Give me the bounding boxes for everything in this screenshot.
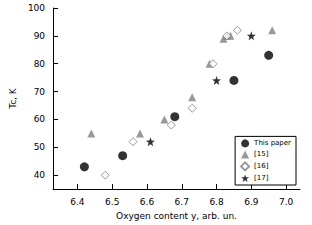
svg-text:[16]: [16]	[254, 162, 269, 170]
svg-text:Oxygen content y, arb. un.: Oxygen content y, arb. un.	[116, 211, 237, 221]
svg-text:70: 70	[34, 87, 46, 97]
svg-text:6.5: 6.5	[105, 197, 119, 207]
svg-text:6.7: 6.7	[175, 197, 189, 207]
svg-text:6.8: 6.8	[209, 197, 224, 207]
svg-text:90: 90	[34, 31, 46, 41]
svg-text:60: 60	[34, 114, 46, 124]
svg-text:40: 40	[34, 170, 46, 180]
svg-text:6.6: 6.6	[140, 197, 155, 207]
svg-text:50: 50	[34, 142, 46, 152]
svg-text:This paper: This paper	[253, 139, 291, 147]
svg-text:100: 100	[28, 3, 45, 13]
svg-text:7.0: 7.0	[279, 197, 294, 207]
svg-text:6.4: 6.4	[70, 197, 85, 207]
svg-text:Tc, K: Tc, K	[8, 87, 18, 110]
svg-text:[15]: [15]	[254, 150, 269, 158]
svg-text:[17]: [17]	[254, 174, 269, 182]
svg-text:6.9: 6.9	[244, 197, 259, 207]
svg-text:80: 80	[34, 59, 46, 69]
